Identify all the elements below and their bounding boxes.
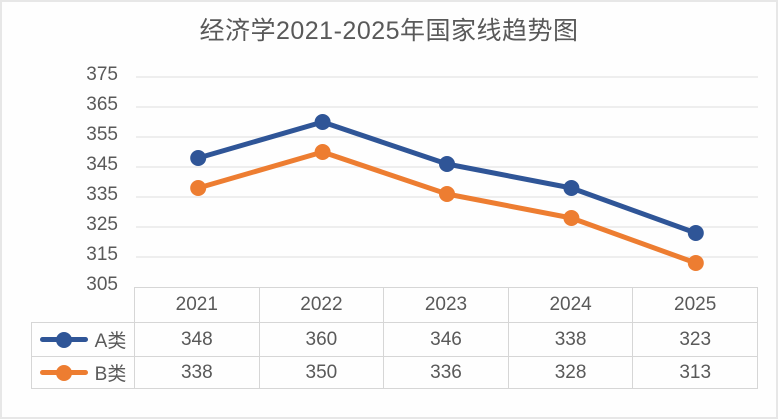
data-point-A类-2022 — [314, 114, 331, 130]
table-cell-value: 360 — [258, 322, 385, 357]
y-axis-tick-label: 355 — [86, 124, 118, 145]
y-axis-tick-label: 305 — [86, 274, 118, 295]
series-line-A类 — [195, 119, 699, 236]
y-axis-tick-label: 375 — [86, 64, 118, 85]
legend-line-marker-icon — [39, 331, 88, 348]
legend-line-marker-icon — [39, 364, 88, 381]
table-header-row: 2021 2022 2023 2024 2025 — [32, 287, 758, 323]
legend-label-series-b: B类 — [94, 364, 127, 385]
table-corner-cell — [32, 288, 135, 323]
data-table: 2021 2022 2023 2024 2025 A类 348 360 346 … — [31, 287, 758, 389]
y-axis-tick-label: 335 — [86, 184, 118, 205]
legend-label-series-a: A类 — [94, 331, 127, 352]
table-cell-value: 323 — [632, 322, 758, 357]
table-cell-value: 350 — [258, 356, 385, 389]
y-axis-tick-label: 365 — [86, 94, 118, 115]
data-point-B类-2022 — [314, 144, 331, 160]
legend-cell-series-a: A类 — [31, 322, 135, 357]
data-point-B类-2021 — [190, 180, 207, 196]
data-point-B类-2023 — [439, 186, 455, 202]
table-header-cell-year: 2025 — [632, 287, 758, 323]
table-row-series-a: A类 348 360 346 338 323 — [31, 322, 758, 357]
table-header-cell-year: 2021 — [134, 287, 260, 323]
table-header-cell-year: 2024 — [507, 287, 634, 323]
data-point-A类-2024 — [563, 180, 580, 196]
table-cell-value: 338 — [507, 322, 634, 357]
table-cell-value: 348 — [134, 322, 260, 357]
y-axis-tick-label: 325 — [86, 214, 118, 235]
legend-cell-series-b: B类 — [31, 356, 135, 389]
table-header-cell-year: 2023 — [383, 287, 509, 323]
data-point-B类-2024 — [563, 210, 580, 226]
data-point-A类-2025 — [687, 225, 704, 241]
table-cell-value: 328 — [507, 356, 634, 389]
chart-title: 经济学2021-2025年国家线趋势图 — [199, 17, 579, 45]
series-line-B类 — [195, 149, 699, 266]
table-cell-value: 336 — [383, 356, 509, 389]
table-cell-value: 346 — [383, 322, 509, 357]
data-point-A类-2021 — [190, 150, 207, 166]
table-cell-value: 338 — [134, 356, 260, 389]
y-axis-tick-label: 345 — [86, 154, 118, 175]
y-axis-tick-label: 315 — [86, 244, 118, 265]
table-cell-value: 313 — [632, 356, 758, 389]
data-point-B类-2025 — [687, 255, 704, 271]
data-point-A类-2023 — [439, 156, 455, 172]
table-header-cell-year: 2022 — [258, 287, 385, 323]
table-row-series-b: B类 338 350 336 328 313 — [31, 356, 758, 389]
